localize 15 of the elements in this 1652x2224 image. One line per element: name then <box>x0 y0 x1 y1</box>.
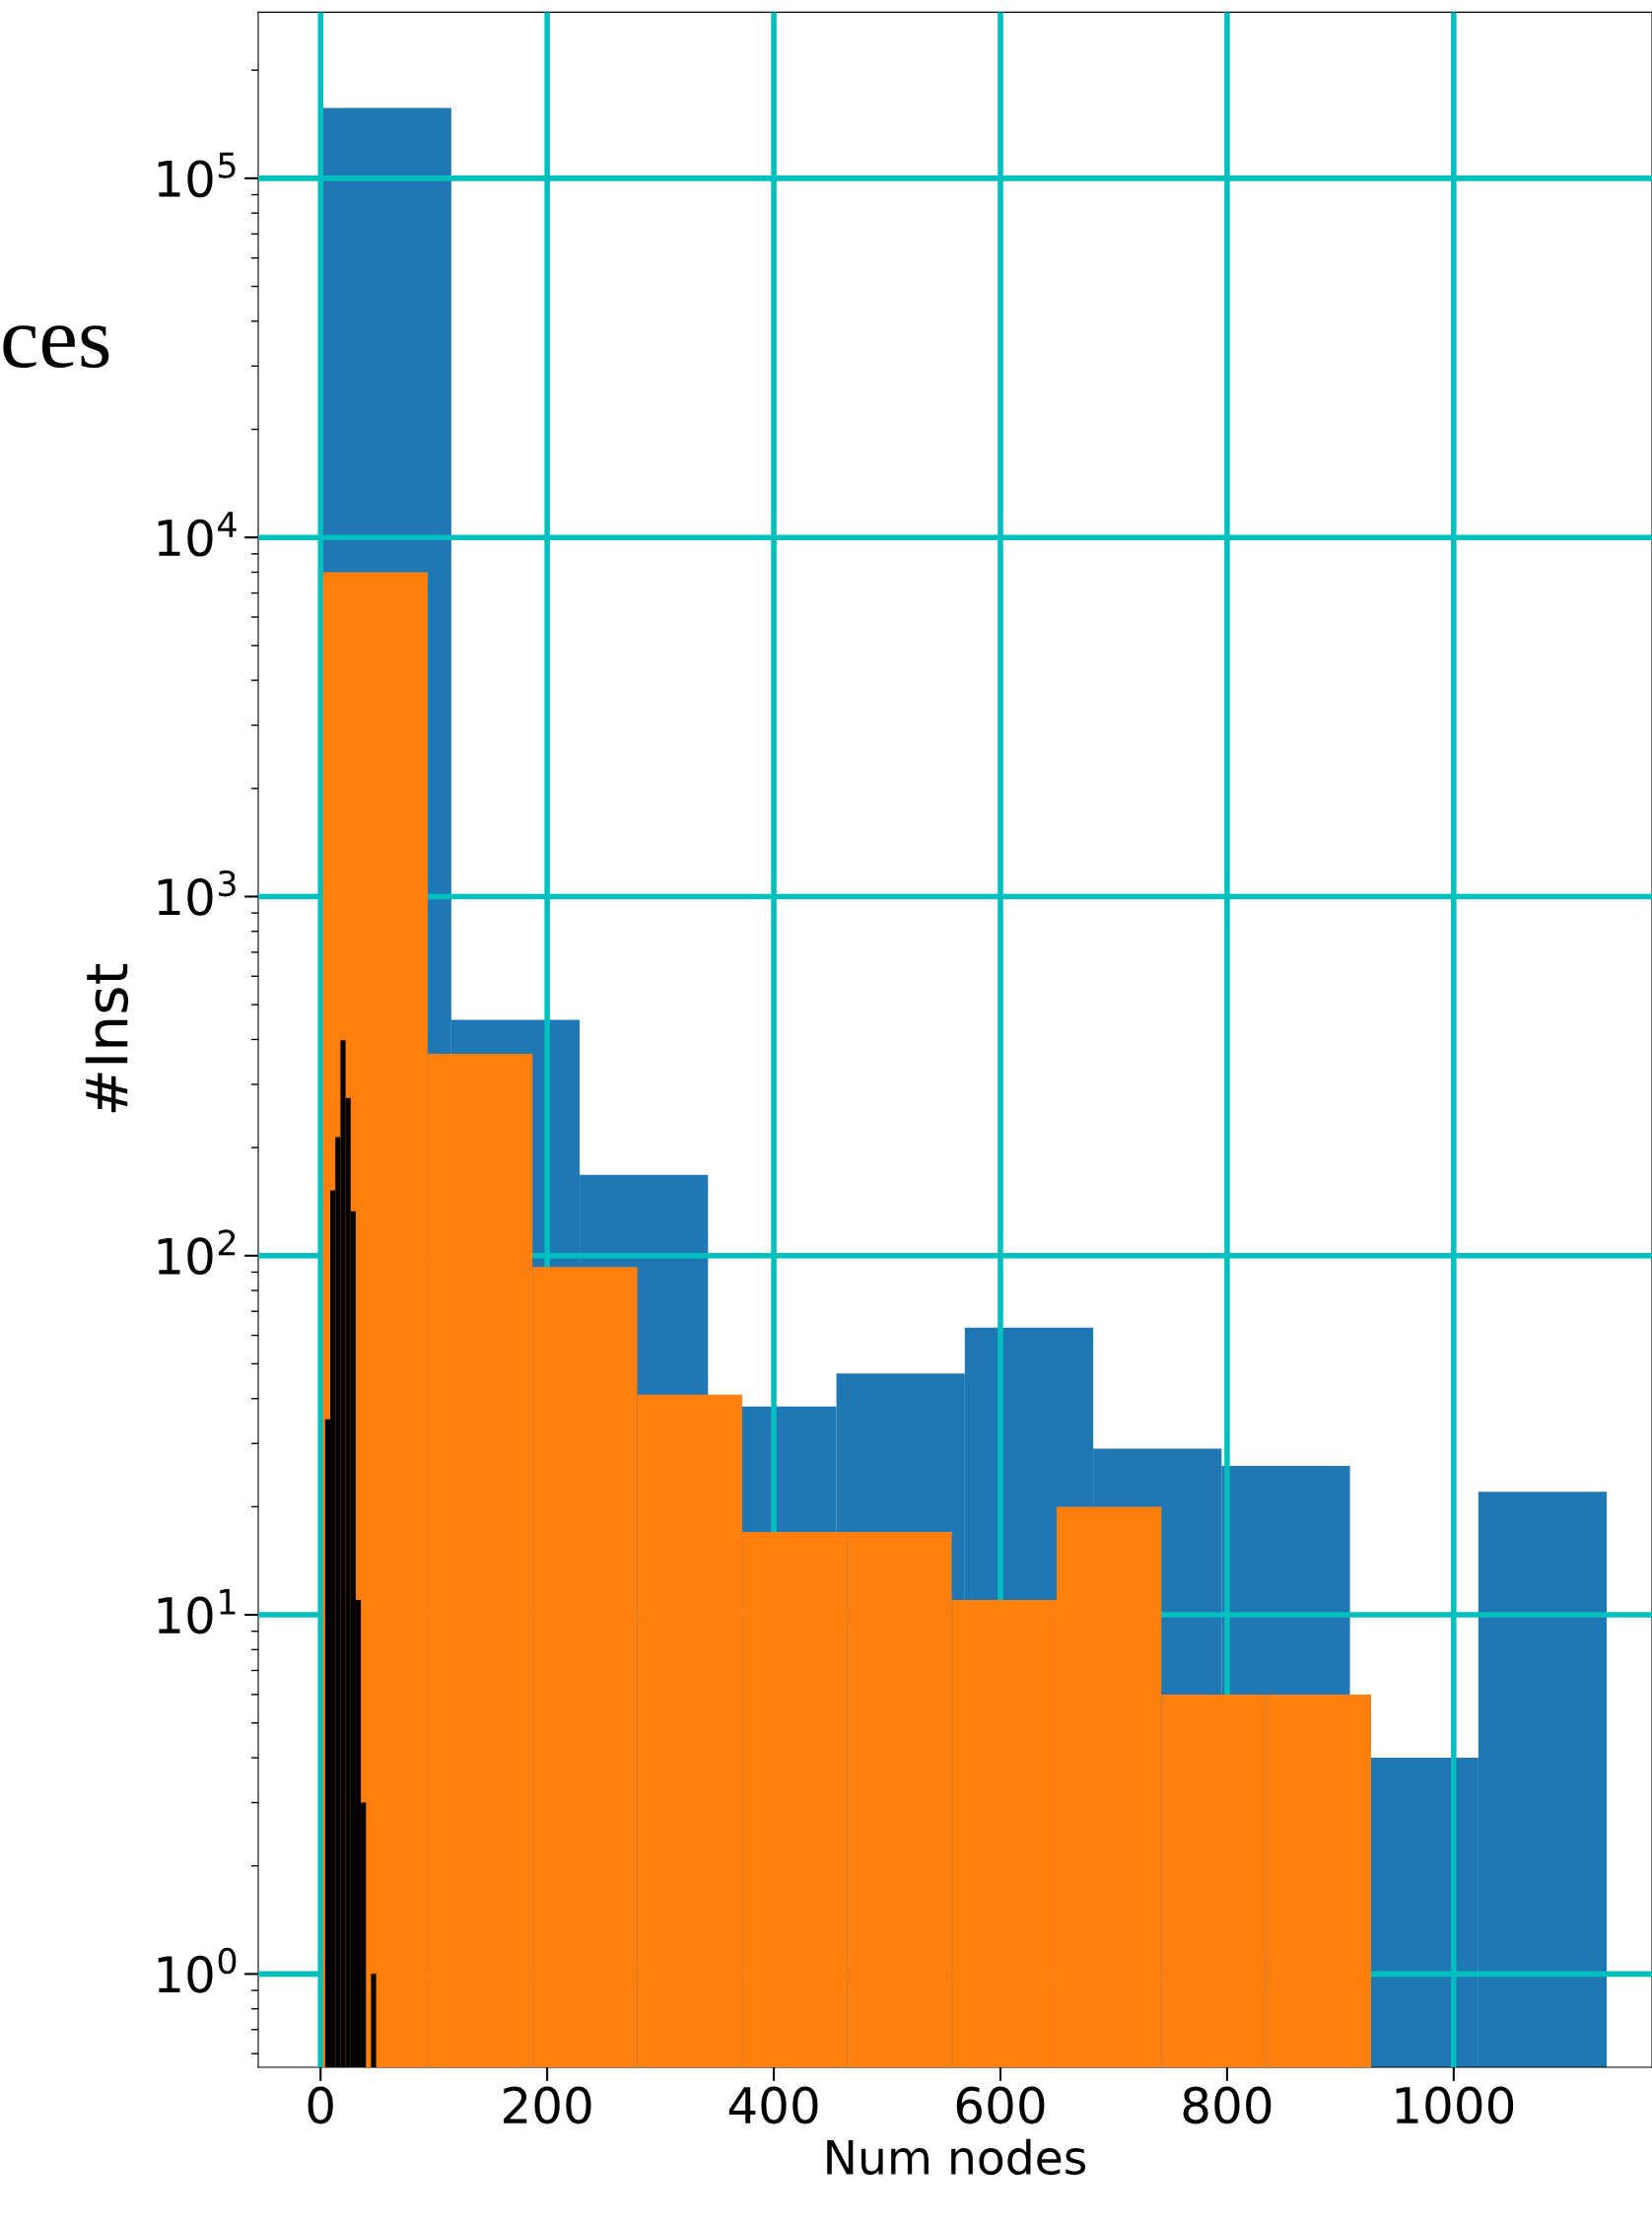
x-tick-label: 400 <box>728 2086 818 2124</box>
x-tick-label: 200 <box>504 2086 591 2124</box>
x-tick-label: 0 <box>308 2086 333 2124</box>
y-tick-label: 10$^{5}$ <box>158 152 236 198</box>
y-axis-title: #Inst <box>85 963 129 1113</box>
x-tick-label: 800 <box>1183 2086 1272 2124</box>
x-tick-label: 1000 <box>1396 2086 1514 2124</box>
y-tick-label: 10$^{0}$ <box>158 1947 237 1993</box>
y-tick-label: 10$^{3}$ <box>158 869 236 916</box>
y-tick-label: 10$^{2}$ <box>158 1229 236 1276</box>
x-axis-title: Num nodes <box>827 2138 1086 2176</box>
text: ces <box>3 325 109 369</box>
x-tick-label: 600 <box>956 2086 1045 2124</box>
y-tick-label: 10$^{1}$ <box>158 1589 236 1634</box>
y-tick-label: 10$^{4}$ <box>158 512 237 557</box>
